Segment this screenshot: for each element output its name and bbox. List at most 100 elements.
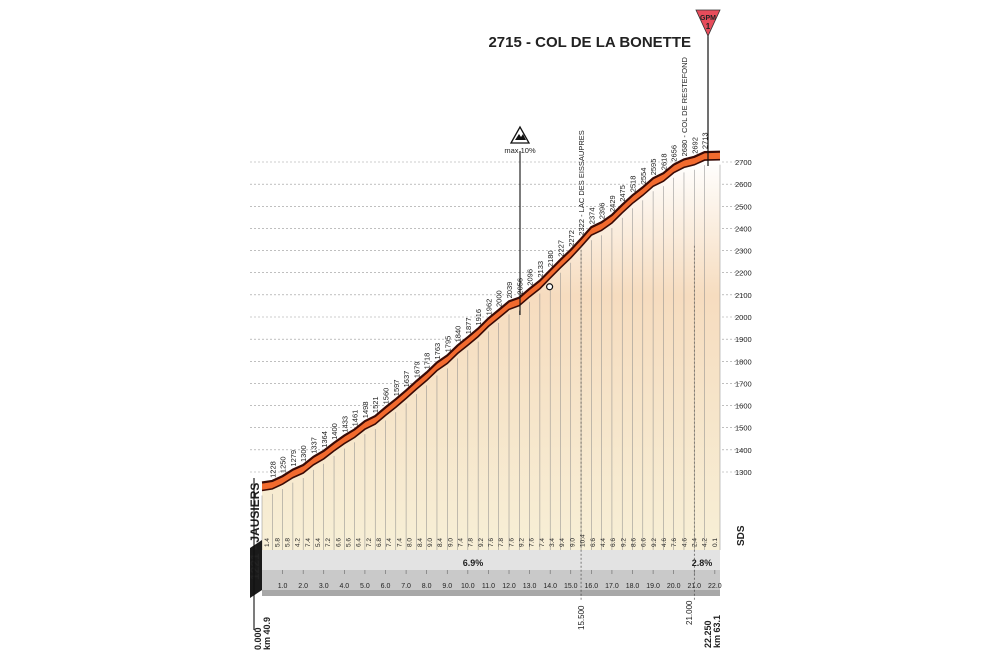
x-tick-label: 4.0 [339, 583, 349, 590]
start-km-label: 0.000 [253, 627, 263, 650]
altitude-label: 1498 [361, 402, 370, 419]
km-marker-label-1: 15.500 [577, 605, 586, 630]
x-tick-label: 16.0 [585, 583, 599, 590]
gradient-label: 7.4 [396, 538, 403, 547]
gradient-label: 8.4 [437, 538, 444, 547]
altitude-label: 2595 [649, 159, 658, 176]
gradient-label: 2.4 [692, 538, 699, 547]
altitude-label: 1228 [268, 461, 277, 478]
x-tick-label: 18.0 [626, 583, 640, 590]
gradient-label: 9.0 [569, 538, 576, 547]
x-tick-label: 9.0 [442, 583, 452, 590]
altitude-label: 1461 [351, 410, 360, 427]
gradient-label: 0.1 [712, 538, 719, 547]
gradient-label: 6.6 [610, 538, 617, 547]
altitude-label: 2618 [659, 154, 668, 171]
x-tick-label: 1.0 [278, 583, 288, 590]
altitude-label: 2000 [495, 290, 504, 307]
y-tick-label: 1300 [735, 468, 752, 477]
average-gradient-label: 2.8% [692, 558, 713, 568]
start-label: 1221 - JAUSIERS [248, 483, 262, 580]
x-tick-label: 19.0 [646, 583, 660, 590]
x-tick-label: 8.0 [422, 583, 432, 590]
gradient-label: 7.6 [488, 538, 495, 547]
altitude-label: 1962 [484, 299, 493, 316]
gradient-label: 6.8 [376, 538, 383, 547]
altitude-labels: 1228 1250 1279 1300 1337 1364 1400 1433 1461 1498… [268, 56, 709, 477]
start-block [250, 540, 262, 598]
x-tick-label: 2.0 [298, 583, 308, 590]
altitude-label: 1364 [320, 431, 329, 448]
y-tick-label: 1700 [735, 379, 752, 388]
gradient-strip [262, 550, 720, 570]
gradient-label: 6.6 [641, 538, 648, 547]
y-tick-label: 1900 [735, 335, 752, 344]
x-tick-label: 6.0 [381, 583, 391, 590]
altitude-label: 2396 [598, 203, 607, 220]
y-tick-label: 2000 [735, 313, 752, 322]
altitude-label: 1718 [423, 353, 432, 370]
altitude-label: 1279 [289, 450, 298, 467]
y-tick-label: 2700 [735, 158, 752, 167]
summit-dot [545, 283, 554, 291]
road-band [261, 150, 721, 492]
gradient-label: 9.2 [651, 538, 658, 547]
y-tick-label: 2100 [735, 291, 752, 300]
gradient-label: 9.0 [447, 538, 454, 547]
altitude-label: 1300 [299, 445, 308, 462]
altitude-label: 2272 [567, 230, 576, 247]
x-tick-label: 22.0 [708, 583, 722, 590]
gradient-label: 9.2 [478, 538, 485, 547]
x-tick-label: 11.0 [482, 583, 495, 590]
gradient-label: 7.4 [458, 538, 465, 547]
summit-title: 2715 - COL DE LA BONETTE [488, 34, 691, 51]
gradient-label: 5.8 [284, 538, 291, 547]
base-shadow [262, 590, 720, 596]
gradient-label: 6.6 [590, 538, 597, 547]
altitude-label: 1795 [443, 336, 452, 353]
x-tick-label: 17.0 [605, 583, 619, 590]
x-tick-label: 3.0 [319, 583, 329, 590]
sds-label: SDS [736, 525, 747, 546]
altitude-label: 2096 [526, 269, 535, 286]
gradient-label: 4.6 [661, 538, 668, 547]
altitude-label: 1560 [382, 388, 391, 405]
road-fill [262, 151, 720, 491]
gradient-label: 4.2 [295, 538, 302, 547]
y-tick-labels: 1300 1400 1500 1600 1700 1800 1900 2000 2100 2200… [735, 158, 752, 477]
gradient-label: 7.6 [671, 538, 678, 547]
altitude-label: 2518 [629, 176, 638, 193]
gradient-label: 8.4 [417, 538, 424, 547]
gradient-label: 9.0 [427, 538, 434, 547]
gradient-label: 7.8 [498, 538, 505, 547]
x-tick-label: 12.0 [502, 583, 516, 590]
gradient-label: 1.4 [264, 538, 271, 547]
elevation-fill [262, 158, 720, 550]
y-tick-label: 1800 [735, 357, 752, 366]
altitude-label: 2180 [546, 250, 555, 267]
gradient-label: 5.6 [346, 538, 353, 547]
altitude-label: 1877 [464, 318, 473, 335]
gradient-label: 8.6 [631, 538, 638, 547]
altitude-label: 2692 [690, 137, 699, 154]
end-km-total: km 63.1 [712, 615, 722, 648]
gradient-label: 8.0 [407, 538, 414, 547]
x-tick-label: 15.0 [564, 583, 578, 590]
gradient-label: 3.4 [549, 538, 556, 547]
altitude-label: 2429 [608, 195, 617, 212]
gradient-label: 7.4 [305, 538, 312, 547]
y-tick-label: 2300 [735, 247, 752, 256]
altitude-label: 1916 [474, 309, 483, 326]
gradient-label: 6.4 [356, 538, 363, 547]
gradient-label: 9.2 [519, 538, 526, 547]
start-km-total: km 40.9 [262, 617, 272, 650]
gradient-label: 4.4 [600, 538, 607, 547]
gradient-label: 4.2 [702, 538, 709, 547]
road-top-edge [261, 150, 721, 484]
gradient-labels: 1.4 5.8 5.8 4.2 7.4 5.4 7.2 6.6 5.6 6.4 7.2 6.8 7.4 7… [264, 534, 719, 568]
x-tick-label: 14.0 [543, 583, 557, 590]
x-tick-label: 20.0 [667, 583, 681, 590]
y-tick-label: 2600 [735, 180, 752, 189]
gradient-label: 6.6 [335, 538, 342, 547]
x-tick-label: 10.0 [461, 583, 475, 590]
